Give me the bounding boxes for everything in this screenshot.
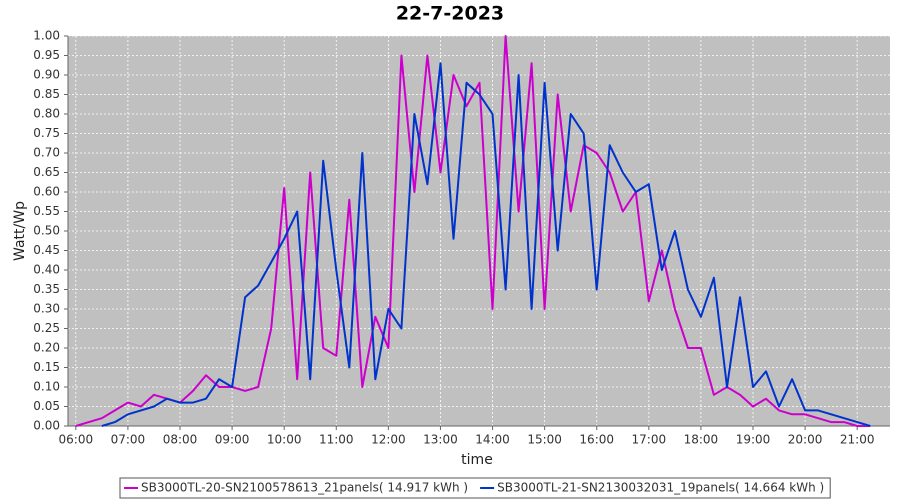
y-tick-label: 0.25 [33, 321, 60, 335]
y-tick-label: 0.50 [33, 224, 60, 238]
x-tick-label: 10:00 [267, 433, 302, 447]
x-tick-label: 21:00 [840, 433, 875, 447]
x-tick-label: 11:00 [319, 433, 354, 447]
y-tick-label: 0.05 [33, 399, 60, 413]
y-tick-label: 0.95 [33, 48, 60, 62]
x-tick-label: 08:00 [163, 433, 198, 447]
y-tick-label: 0.00 [33, 419, 60, 433]
y-tick-label: 0.70 [33, 146, 60, 160]
x-tick-label: 07:00 [111, 433, 146, 447]
legend-label: SB3000TL-21-SN2130032031_19panels( 14.66… [497, 481, 824, 495]
x-tick-label: 12:00 [371, 433, 406, 447]
chart-title: 22-7-2023 [396, 3, 504, 25]
data-line [75, 35, 871, 427]
x-tick-label: 14:00 [475, 433, 510, 447]
y-tick-label: 0.40 [33, 263, 60, 277]
y-tick-label: 0.80 [33, 107, 60, 121]
x-tick-label: 20:00 [788, 433, 823, 447]
y-tick-label: 0.15 [33, 360, 60, 374]
x-axis-title: time [461, 452, 493, 468]
x-tick-label: 06:00 [59, 433, 94, 447]
x-tick-label: 18:00 [684, 433, 719, 447]
y-tick-label: 0.35 [33, 282, 60, 296]
x-tick-label: 13:00 [423, 433, 458, 447]
x-tick-label: 09:00 [215, 433, 250, 447]
y-tick-label: 0.75 [33, 126, 60, 140]
y-tick-label: 0.90 [33, 68, 60, 82]
y-tick-label: 0.85 [33, 87, 60, 101]
x-tick-label: 15:00 [527, 433, 562, 447]
x-tick-label: 19:00 [736, 433, 771, 447]
y-tick-label: 1.00 [33, 29, 60, 43]
data-line [101, 62, 871, 427]
legend-label: SB3000TL-20-SN2100578613_21panels( 14.91… [141, 481, 468, 495]
y-tick-label: 0.45 [33, 243, 60, 257]
y-tick-label: 0.20 [33, 341, 60, 355]
x-tick-label: 16:00 [579, 433, 614, 447]
y-axis-title: Watt/Wp [12, 201, 28, 261]
legend-box [119, 477, 831, 499]
y-tick-label: 0.65 [33, 165, 60, 179]
x-tick-label: 17:00 [632, 433, 667, 447]
y-tick-label: 0.10 [33, 380, 60, 394]
y-tick-label: 0.55 [33, 204, 60, 218]
y-tick-label: 0.60 [33, 185, 60, 199]
y-tick-label: 0.30 [33, 302, 60, 316]
